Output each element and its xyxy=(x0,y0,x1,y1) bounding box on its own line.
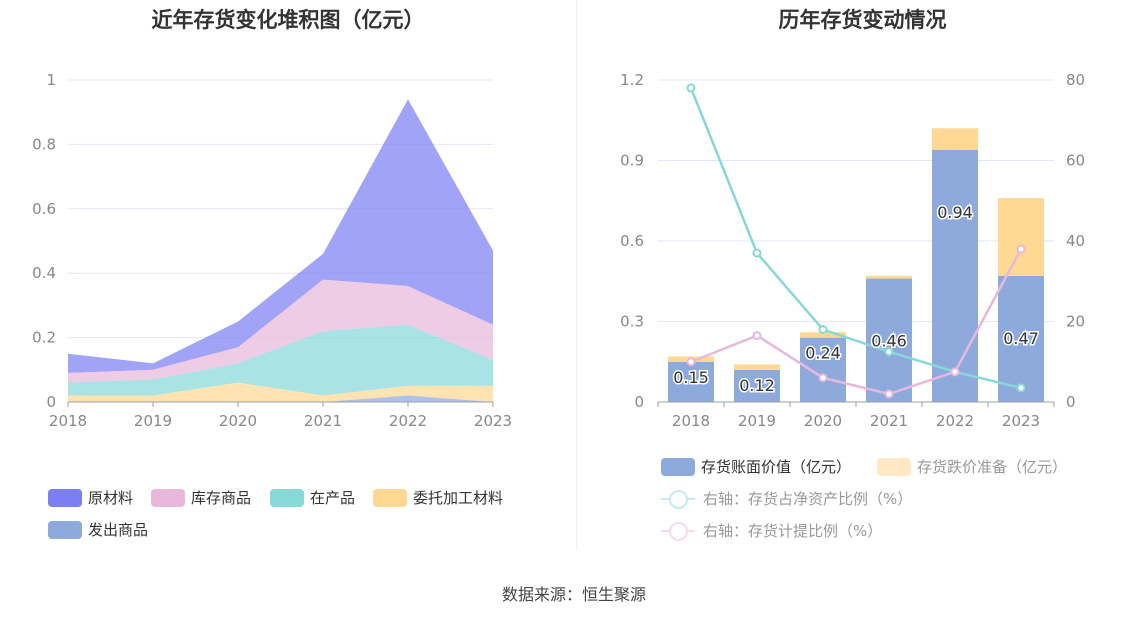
area-发出商品 xyxy=(68,395,493,402)
line-net-asset-ratio xyxy=(689,87,1022,390)
y-left-tick-label: 1.2 xyxy=(620,71,644,89)
legend-label-impairment: 存货跌价准备（亿元） xyxy=(917,458,1068,476)
legend-label-inventory-goods: 库存商品 xyxy=(191,489,252,507)
y-tick-label: 0 xyxy=(46,393,56,411)
y-tick-label: 0.8 xyxy=(32,135,56,153)
legend-label-shipped-goods: 发出商品 xyxy=(88,521,149,539)
y-tick-label: 1 xyxy=(46,71,56,89)
legend-item-provision-ratio[interactable]: 右轴：存货计提比例（%） xyxy=(661,520,882,541)
panel-divider xyxy=(576,0,577,550)
bar-impairment-2019 xyxy=(734,364,780,370)
bar-impairment-2023 xyxy=(998,198,1044,276)
legend-label-raw-materials: 原材料 xyxy=(88,489,134,507)
bar-value-label: 0.24 xyxy=(805,344,841,363)
legend-item-book-value[interactable]: 存货账面价值（亿元） xyxy=(661,456,851,477)
legend-item-shipped-goods[interactable]: 发出商品 xyxy=(48,519,148,540)
point-net-asset-ratio xyxy=(1016,383,1026,393)
point-net-asset-ratio xyxy=(818,325,828,335)
legend-item-raw-materials[interactable]: 原材料 xyxy=(48,487,133,508)
bar-value-label: 0.12 xyxy=(739,376,775,395)
y-right-tick-label: 40 xyxy=(1066,232,1085,250)
legend-swatch-wip xyxy=(270,488,304,507)
legend-item-net-asset-ratio[interactable]: 右轴：存货占净资产比例（%） xyxy=(661,488,912,509)
stacked-area-chart-panel: 近年存货变化堆积图（亿元） 0 0.2 0.4 0.6 0.8 1 2018 2019 2020… xyxy=(0,0,576,560)
legend-line-net-asset-ratio xyxy=(661,489,695,509)
bar-value-label: 0.94 xyxy=(937,203,973,222)
y-right-tick-label: 60 xyxy=(1066,152,1085,170)
point-provision-ratio xyxy=(752,331,762,341)
point-provision-ratio xyxy=(950,367,960,377)
y-right-tick-label: 80 xyxy=(1066,71,1085,89)
y-tick-label: 0.4 xyxy=(32,264,56,282)
area-委托加工材料 xyxy=(68,382,493,402)
point-net-asset-ratio xyxy=(686,83,696,93)
legend-label-net-asset-ratio: 右轴：存货占净资产比例（%） xyxy=(703,490,913,508)
legend-item-consigned-materials[interactable]: 委托加工材料 xyxy=(373,487,503,508)
legend-item-wip[interactable]: 在产品 xyxy=(270,487,355,508)
bar-line-combo-chart: 0 0.3 0.6 0.9 1.2 0 20 40 60 80 2018 2019 2020 2021 20… xyxy=(620,71,1085,430)
right-gridlines xyxy=(658,79,1054,322)
stacked-area-chart: 0 0.2 0.4 0.6 0.8 1 2018 2019 2020 2021 2022 2023 xyxy=(32,71,512,430)
bar-value-label: 0.15 xyxy=(673,368,709,387)
bar-value-label: 0.46 xyxy=(871,332,907,351)
bar-line-chart-panel: 历年存货变动情况 0 0.3 0.6 0.9 1.2 0 20 40 60 80 2018 2019 2… xyxy=(577,0,1148,560)
legend-item-impairment[interactable]: 存货跌价准备（亿元） xyxy=(877,456,1067,477)
bar-impairment-2022 xyxy=(932,128,978,150)
bar-book-value-2020 xyxy=(800,337,846,402)
x-tick-label: 2021 xyxy=(870,412,908,430)
y-tick-label: 0.2 xyxy=(32,329,56,347)
area-原材料 xyxy=(68,99,493,374)
legend-line-provision-ratio xyxy=(661,521,695,541)
bar-book-value-2021 xyxy=(866,278,912,402)
area-在产品 xyxy=(68,324,493,396)
point-provision-ratio xyxy=(818,373,828,383)
legend-swatch-shipped-goods xyxy=(48,520,82,539)
legend-item-inventory-goods[interactable]: 库存商品 xyxy=(151,487,251,508)
right-chart-title: 历年存货变动情况 xyxy=(778,8,947,32)
area-库存商品 xyxy=(68,279,493,383)
x-tick-label: 2018 xyxy=(672,412,710,430)
x-tick-label: 2022 xyxy=(936,412,974,430)
bar-book-value-2023 xyxy=(998,275,1044,402)
legend-swatch-book-value xyxy=(661,457,695,476)
legend-label-wip: 在产品 xyxy=(310,489,356,507)
x-tick-label: 2018 xyxy=(49,412,87,430)
point-provision-ratio xyxy=(884,389,894,399)
x-tick-label: 2021 xyxy=(304,412,342,430)
bar-book-value-2018 xyxy=(668,361,714,402)
bar-value-label: 0.47 xyxy=(1003,329,1039,348)
bar-book-value-2019 xyxy=(734,369,780,402)
x-tick-label: 2023 xyxy=(1002,412,1040,430)
x-tick-label: 2022 xyxy=(389,412,427,430)
legend-swatch-impairment xyxy=(877,457,911,476)
point-provision-ratio xyxy=(1016,244,1026,254)
point-provision-ratio xyxy=(686,357,696,367)
x-tick-label: 2019 xyxy=(134,412,172,430)
point-net-asset-ratio xyxy=(752,248,762,258)
legend-label-book-value: 存货账面价值（亿元） xyxy=(701,458,852,476)
bar-impairment-2020 xyxy=(800,332,846,338)
legend-label-provision-ratio: 右轴：存货计提比例（%） xyxy=(703,522,883,540)
line-provision-ratio xyxy=(690,248,1023,396)
y-left-tick-label: 0.9 xyxy=(620,152,644,170)
bar-impairment-2021 xyxy=(866,275,912,279)
x-tick-label: 2019 xyxy=(738,412,776,430)
x-tick-label: 2020 xyxy=(219,412,257,430)
legend-label-consigned-materials: 委托加工材料 xyxy=(413,489,504,507)
y-left-tick-label: 0.6 xyxy=(620,232,644,250)
x-tick-label: 2020 xyxy=(804,412,842,430)
legend-swatch-consigned-materials xyxy=(373,488,407,507)
point-net-asset-ratio xyxy=(884,347,894,357)
y-tick-label: 0.6 xyxy=(32,200,56,218)
x-tick-label: 2023 xyxy=(474,412,512,430)
legend-swatch-raw-materials xyxy=(48,488,82,507)
y-right-tick-label: 20 xyxy=(1066,313,1085,331)
legend-swatch-inventory-goods xyxy=(151,488,185,507)
data-source-note: 数据来源：恒生聚源 xyxy=(501,585,646,604)
y-left-tick-label: 0.3 xyxy=(620,313,644,331)
left-chart-title: 近年存货变化堆积图（亿元） xyxy=(151,8,425,32)
y-left-tick-label: 0 xyxy=(634,393,644,411)
y-right-tick-label: 0 xyxy=(1066,393,1076,411)
bar-book-value-2022 xyxy=(932,149,978,402)
